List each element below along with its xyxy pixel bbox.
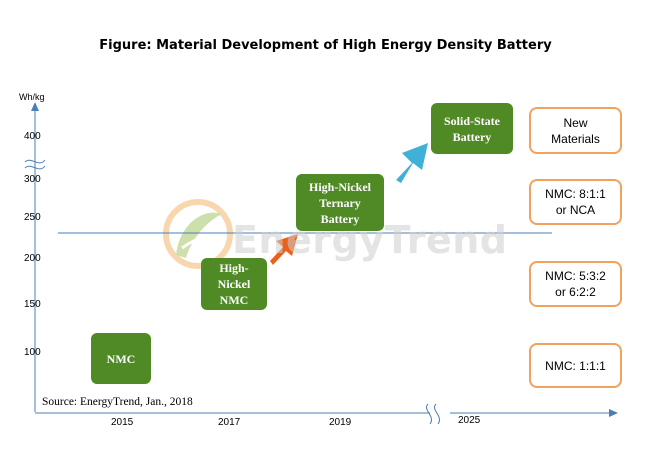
- y-tick-label: 200: [24, 253, 41, 264]
- stage-box-solid-state: Solid-State Battery: [431, 103, 513, 154]
- x-axis-break-icon: [426, 403, 440, 425]
- x-tick-label: 2019: [329, 417, 352, 428]
- x-axis-arrowhead: [609, 409, 618, 417]
- watermark-logo-icon: [163, 199, 233, 269]
- y-tick-label: 250: [24, 212, 41, 223]
- y-tick-label: 300: [24, 174, 41, 185]
- y-tick-label: 400: [24, 131, 41, 142]
- x-tick-label: 2015: [111, 417, 134, 428]
- figure-title: Figure: Material Development of High Ene…: [99, 38, 552, 53]
- y-axis-arrowhead: [31, 102, 39, 111]
- stage-box-nmc: NMC: [91, 333, 151, 384]
- material-box-nmc-811: NMC: 8:1:1 or NCA: [529, 179, 622, 225]
- x-tick-label: 2025: [458, 415, 481, 426]
- progress-arrow-orange: [270, 234, 298, 265]
- stage-box-high-nickel-nmc: High- Nickel NMC: [201, 258, 267, 310]
- source-note: Source: EnergyTrend, Jan., 2018: [42, 396, 193, 408]
- x-tick-label: 2017: [218, 417, 241, 428]
- material-box-new-materials: New Materials: [529, 107, 622, 154]
- y-tick-label: 100: [24, 347, 41, 358]
- y-axis-break-icon: [24, 159, 46, 170]
- y-tick-label: 150: [24, 299, 41, 310]
- material-box-nmc-532: NMC: 5:3:2 or 6:2:2: [529, 261, 622, 307]
- material-box-nmc-111: NMC: 1:1:1: [529, 343, 622, 388]
- y-axis-unit: Wh/kg: [19, 92, 45, 102]
- stage-box-high-nickel-ternary: High-Nickel Ternary Battery: [296, 174, 384, 231]
- progress-arrow-cyan: [396, 143, 428, 183]
